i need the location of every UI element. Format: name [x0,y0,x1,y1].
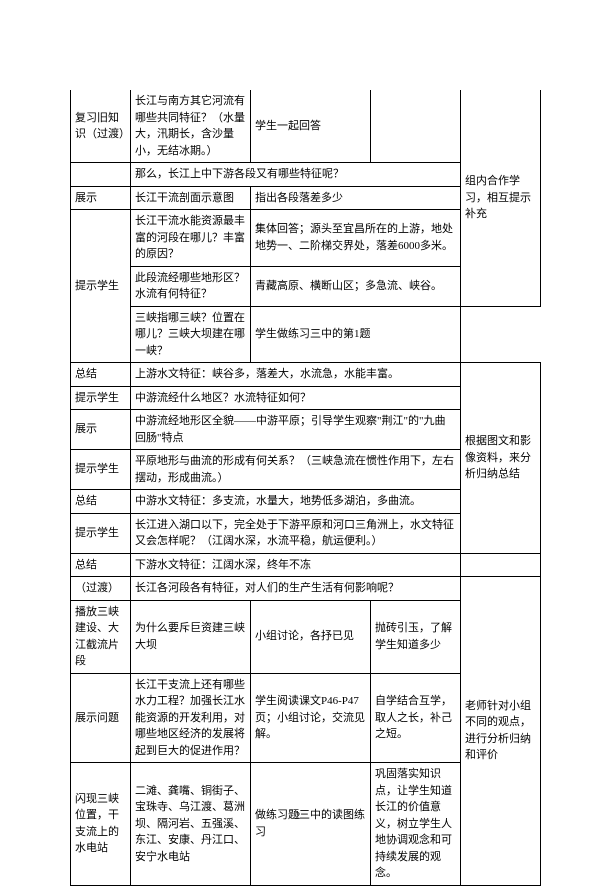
table-cell: 提示学生 [71,210,131,363]
table-cell: 展示 [71,410,131,450]
table-cell: 根据图文和影像资料，来分析归纳总结 [461,363,541,554]
table-cell: 学生一起回答 [251,90,371,163]
table-cell: 老师针对小组不同的观点，进行分析归纳和评价 [461,577,541,886]
table-cell: 抛砖引玉，了解学生知道多少 [371,600,461,673]
table-cell: 闪现三峡位置，干支流上的水电站 [71,763,131,886]
table-row: 三峡指哪三峡？位置在哪儿？三峡大坝建在哪一峡？学生做练习三中的第1题 [71,306,541,363]
table-cell: 播放三峡建设、大江截流片段 [71,600,131,673]
table-cell: 做练习题三中的读图练习 [251,763,371,886]
table-cell: 巩固落实知识点，让学生知道长江的价值意义，树立学生人地协调观念和可持续发展的观念… [371,763,461,886]
table-cell: 小组讨论，各抒已见 [251,600,371,673]
table-cell: 长江干支流上还有哪些水力工程？加强长江水能资源的开发利用，对哪些地区经济的发展将… [131,673,251,763]
table-cell: 上游水文特征：峡谷多，落差大，水流急，水能丰富。 [131,363,461,387]
table-cell: 集体回答；源头至宜昌所在的上游，地处地势一、二阶梯交界处，落差6000多米。 [251,210,461,267]
table-cell: 学生做练习三中的第1题 [251,306,461,363]
table-cell: 长江干流水能资源最丰富的河段在哪儿？丰富的原因？ [131,210,251,267]
table-cell: 长江各河段各有特征，对人们的生产生活有何影响呢？ [131,577,461,601]
table-cell: 指出各段落差多少 [251,186,461,210]
table-cell: 三峡指哪三峡？位置在哪儿？三峡大坝建在哪一峡？ [131,306,251,363]
table-cell: 提示学生 [71,450,131,490]
table-cell: 提示学生 [71,513,131,553]
table-cell: 自学结合互学，取人之长，补己之短。 [371,673,461,763]
table-cell: 总结 [71,363,131,387]
table-row: 总结下游水文特征：江阔水深，终年不冻 [71,553,541,577]
lesson-plan-table: 复习旧知识（过渡）长江与南方其它河流有哪些共同特征？（水量大，汛期长，含沙量小，… [70,90,541,886]
table-cell: 长江与南方其它河流有哪些共同特征？（水量大，汛期长，含沙量小，无结冰期。） [131,90,251,163]
table-row: 复习旧知识（过渡）长江与南方其它河流有哪些共同特征？（水量大，汛期长，含沙量小，… [71,90,541,163]
table-cell: 展示 [71,186,131,210]
table-cell: 下游水文特征：江阔水深，终年不冻 [131,553,461,577]
table-cell: 为什么要斥巨资建三峡大坝 [131,600,251,673]
table-cell: 青藏高原、横断山区；多急流、峡谷。 [251,266,461,306]
table-cell [461,553,541,577]
table-cell: 长江进入湖口以下，完全处于下游平原和河口三角洲上，水文特征又会怎样呢？（江阔水深… [131,513,461,553]
table-cell: 此段流经哪些地形区？水流有何特征？ [131,266,251,306]
table-cell: 复习旧知识（过渡） [71,90,131,163]
table-cell: 总结 [71,490,131,514]
table-cell: 展示问题 [71,673,131,763]
table-cell: 长江干流剖面示意图 [131,186,251,210]
table-body: 复习旧知识（过渡）长江与南方其它河流有哪些共同特征？（水量大，汛期长，含沙量小，… [71,90,541,885]
table-cell [71,163,131,187]
table-cell: 中游流经地形区全貌——中游平原；引导学生观察"荆江"的"九曲回肠"特点 [131,410,461,450]
table-row: 总结上游水文特征：峡谷多，落差大，水流急，水能丰富。根据图文和影像资料，来分析归… [71,363,541,387]
table-cell: （过渡） [71,577,131,601]
table-cell: 总结 [71,553,131,577]
table-cell: 二滩、龚嘴、铜街子、宝珠寺、乌江渡、葛洲坝、隔河岩、五强溪、东江、安康、丹江口、… [131,763,251,886]
table-row: （过渡）长江各河段各有特征，对人们的生产生活有何影响呢？老师针对小组不同的观点，… [71,577,541,601]
table-cell: 中游流经什么地区？水流特征如何？ [131,386,461,410]
table-cell: 学生阅读课文P46-P47页；小组讨论，交流见解。 [251,673,371,763]
table-cell: 平原地形与曲流的形成有何关系？（三峡急流在惯性作用下，左右摆动，形成曲流。） [131,450,461,490]
table-cell: 提示学生 [71,386,131,410]
table-cell: 组内合作学习，相互提示补充 [461,90,541,306]
page-number: 2 [0,810,595,822]
table-cell: 那么，长江上中下游各段又有哪些特征呢？ [131,163,461,187]
table-cell [371,90,461,163]
table-cell: 中游水文特征：多支流，水量大，地势低多湖泊，多曲流。 [131,490,461,514]
